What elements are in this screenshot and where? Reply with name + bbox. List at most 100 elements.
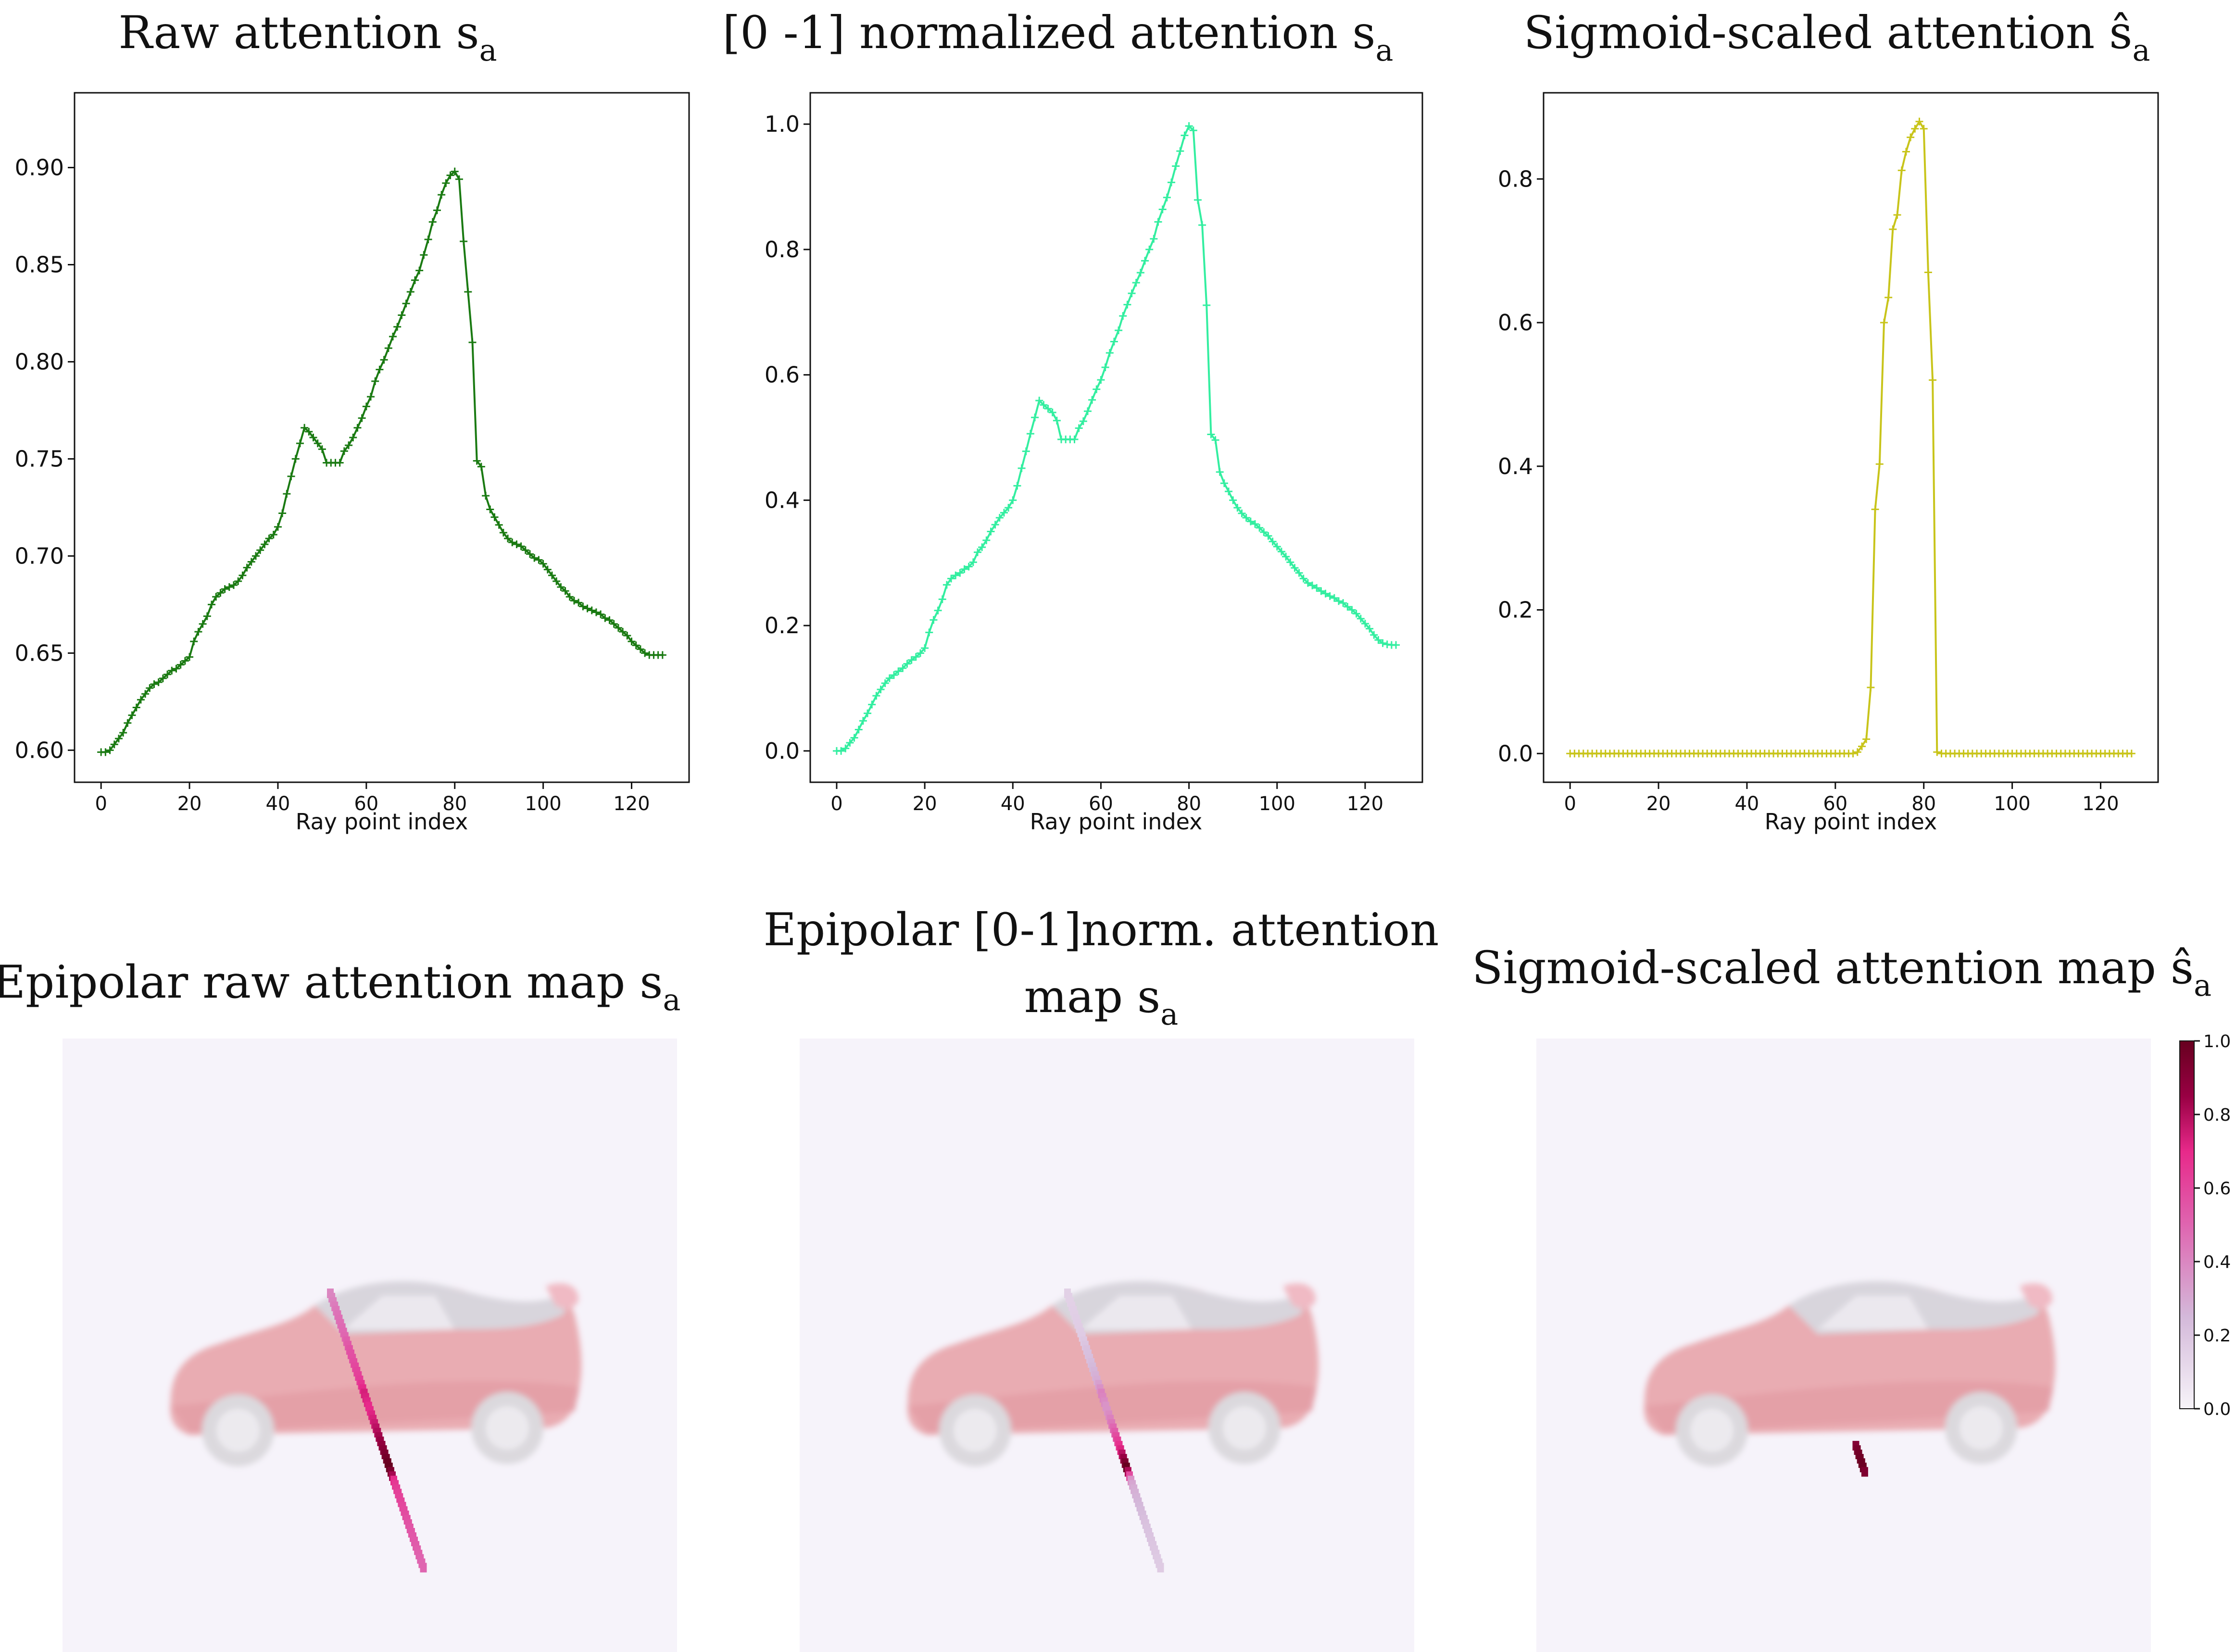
data-point-marker: [1145, 245, 1154, 253]
series-line: [101, 170, 663, 753]
data-point-marker: [340, 447, 348, 455]
colorbar-tick-label: 0.0: [2203, 1400, 2231, 1419]
data-point-marker: [1256, 524, 1264, 532]
data-point-marker: [1000, 509, 1008, 517]
data-point-marker: [1185, 122, 1193, 130]
data-point-marker: [583, 604, 591, 613]
x-tick-label: 40: [265, 793, 290, 815]
data-point-marker: [353, 424, 362, 432]
data-point-marker: [1308, 581, 1317, 589]
data-point-marker: [995, 513, 1004, 522]
y-tick-label: 1.0: [765, 111, 800, 137]
data-point-marker: [482, 492, 490, 500]
data-point-marker: [1211, 436, 1219, 444]
x-tick-label: 120: [613, 793, 650, 815]
epipolar-ray: [1064, 1289, 1164, 1573]
ray-cell: [1157, 1563, 1164, 1573]
data-point-marker: [1849, 750, 1857, 758]
data-point-marker: [1044, 405, 1052, 413]
data-point-marker: [159, 674, 167, 682]
data-point-marker: [1246, 517, 1255, 526]
map-title: Epipolar raw attention map sa: [0, 956, 680, 1017]
data-point-marker: [1291, 564, 1299, 572]
data-point-marker: [1048, 408, 1056, 416]
data-point-marker: [203, 612, 211, 620]
data-point-marker: [261, 540, 269, 549]
y-tick-label: 0.6: [765, 362, 800, 388]
data-point-marker: [517, 542, 525, 551]
data-point-marker: [1154, 218, 1162, 226]
data-point-marker: [978, 543, 986, 551]
data-point-marker: [287, 472, 295, 480]
data-point-marker: [229, 581, 238, 589]
data-point-marker: [614, 624, 622, 632]
ray-cell: [420, 1563, 427, 1573]
data-point-marker: [1933, 748, 1941, 756]
data-point-marker: [150, 680, 158, 688]
data-point-marker: [146, 684, 154, 692]
data-point-marker: [389, 332, 397, 340]
data-point-marker: [1867, 683, 1875, 691]
data-point-marker: [1220, 479, 1228, 488]
data-point-marker: [137, 696, 145, 704]
data-point-marker: [1225, 488, 1233, 496]
x-tick-label: 20: [177, 793, 202, 815]
sigmoid-attention-map: Sigmoid-scaled attention map ŝa: [1472, 942, 2211, 1652]
data-point-marker: [1273, 542, 1281, 551]
data-point-marker: [1884, 293, 1893, 301]
data-point-marker: [1902, 148, 1910, 156]
data-point-marker: [535, 556, 543, 564]
data-point-marker: [1163, 193, 1171, 201]
data-point-marker: [194, 627, 202, 636]
data-point-marker: [495, 521, 503, 529]
x-tick-label: 60: [1823, 793, 1847, 815]
data-point-marker: [490, 513, 499, 521]
data-point-marker: [1193, 196, 1202, 204]
data-point-marker: [283, 490, 291, 498]
data-point-marker: [890, 671, 898, 679]
data-point-marker: [561, 587, 569, 595]
data-point-marker: [947, 575, 955, 583]
data-point-marker: [256, 546, 264, 554]
colorbar-tick-label: 0.8: [2203, 1105, 2231, 1125]
data-point-marker: [526, 550, 534, 558]
x-axis-label: Ray point index: [1030, 809, 1203, 835]
data-point-marker: [278, 509, 287, 517]
data-point-marker: [1181, 131, 1189, 139]
data-point-marker: [1344, 602, 1352, 611]
data-point-marker: [1326, 592, 1334, 600]
data-point-marker: [186, 653, 194, 661]
data-point-marker: [1233, 504, 1242, 512]
data-point-marker: [850, 734, 858, 742]
data-point-marker: [406, 288, 415, 296]
data-point-marker: [1871, 505, 1879, 513]
data-point-marker: [362, 402, 370, 411]
y-tick-label: 0.6: [1498, 310, 1533, 336]
data-point-marker: [872, 692, 880, 700]
data-point-marker: [899, 664, 907, 672]
data-point-marker: [1203, 301, 1211, 309]
data-point-marker: [641, 649, 649, 657]
data-point-marker: [380, 356, 388, 364]
data-point-marker: [1093, 385, 1101, 393]
normalized-attention-chart: [0 -1] normalized attention sa 0.0 0.2 0.4…: [723, 7, 1423, 835]
data-point-marker: [402, 300, 410, 308]
data-point-marker: [1022, 447, 1030, 455]
data-point-marker: [499, 528, 507, 537]
data-point-marker: [557, 583, 565, 591]
data-point-marker: [521, 546, 529, 554]
data-point-marker: [1862, 735, 1871, 743]
data-point-marker: [969, 558, 977, 566]
data-point-marker: [991, 521, 999, 529]
data-point-marker: [868, 701, 876, 709]
data-point-marker: [1167, 178, 1175, 187]
data-point-marker: [1136, 269, 1144, 277]
data-point-marker: [1330, 594, 1338, 602]
chart-title: Raw attention sa: [118, 7, 497, 68]
data-point-marker: [1176, 147, 1184, 155]
data-point-marker: [1128, 289, 1136, 298]
data-point-marker: [530, 554, 539, 562]
data-point-marker: [513, 540, 521, 549]
data-point-marker: [216, 589, 225, 597]
